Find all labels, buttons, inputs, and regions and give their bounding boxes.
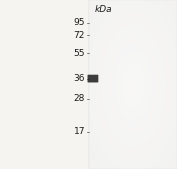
FancyBboxPatch shape xyxy=(87,75,98,82)
Text: 95: 95 xyxy=(73,18,85,27)
Text: 36: 36 xyxy=(73,74,85,83)
Text: 72: 72 xyxy=(74,31,85,40)
Text: kDa: kDa xyxy=(95,5,112,14)
Text: 17: 17 xyxy=(73,127,85,136)
Text: 28: 28 xyxy=(74,94,85,103)
Bar xyxy=(89,0,177,169)
Text: 55: 55 xyxy=(73,49,85,58)
